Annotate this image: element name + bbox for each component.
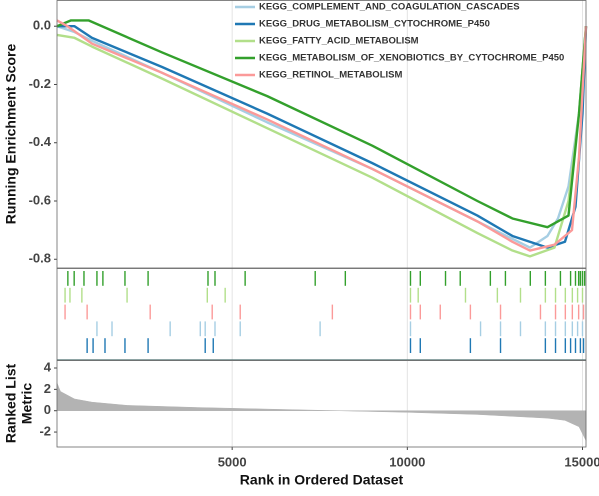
enrichment-line <box>56 25 588 249</box>
enrichment-line <box>57 25 588 249</box>
x-axis-label: Rank in Ordered Dataset <box>240 472 404 488</box>
ranked-metric-area <box>56 382 587 441</box>
y-tick-label: -2 <box>39 423 51 438</box>
x-tick-label: 5000 <box>218 454 247 469</box>
enrichment-line <box>56 19 588 229</box>
legend-label: KEGG_FATTY_ACID_METABOLISM <box>259 36 419 47</box>
y-tick-label: -0.6 <box>29 192 51 207</box>
y-axis-label: Running Enrichment Score <box>3 44 19 225</box>
y-tick-label: 4 <box>44 359 52 374</box>
legend-label: KEGG_RETINOL_METABOLISM <box>259 70 402 81</box>
enrichment-line <box>56 26 588 258</box>
enrichment-line <box>56 19 588 252</box>
y-tick-label: 0.0 <box>33 18 51 33</box>
legend-label: KEGG_DRUG_METABOLISM_CYTOCHROME_P450 <box>259 19 490 30</box>
y-tick-label: -0.8 <box>29 251 51 266</box>
x-tick-label: 10000 <box>389 454 425 469</box>
panel-frame <box>56 360 587 448</box>
panel-frame <box>56 268 587 361</box>
x-tick-label: 15000 <box>564 454 599 469</box>
y-tick-label: -0.4 <box>29 134 52 149</box>
panel-frame <box>56 0 587 269</box>
y-axis-label: Ranked List <box>3 363 19 443</box>
legend-label: KEGG_METABOLISM_OF_XENOBIOTICS_BY_CYTOCH… <box>259 53 564 64</box>
legend-label: KEGG_COMPLEMENT_AND_COAGULATION_CASCADES <box>259 2 520 13</box>
y-tick-label: 0 <box>44 402 51 417</box>
y-tick-label: 2 <box>44 381 51 396</box>
y-axis-label: Metric <box>19 383 35 424</box>
y-tick-label: -0.2 <box>29 76 51 91</box>
